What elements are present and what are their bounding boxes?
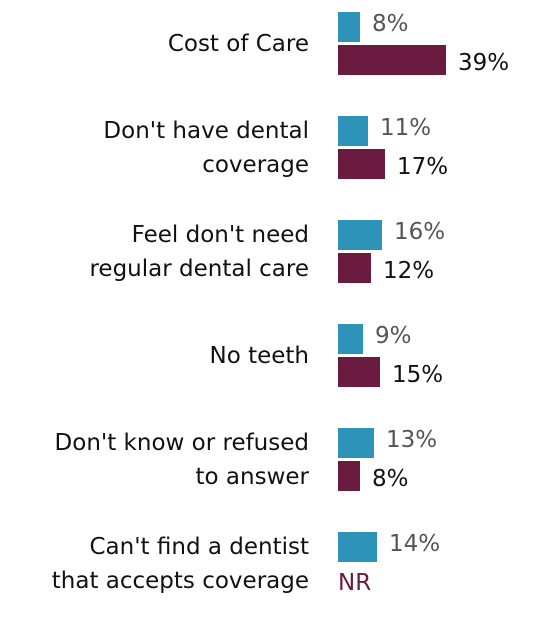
data-label: 11%	[380, 115, 432, 141]
data-label: 12%	[383, 258, 435, 284]
category-label-line: to answer	[195, 463, 309, 490]
category-label: Feel don't need regular dental care	[0, 218, 309, 286]
category-label: Don't know or refused to answer	[0, 426, 309, 494]
data-label: 8%	[372, 466, 409, 492]
category-label-line: regular dental care	[89, 255, 309, 282]
category-label-line: Don't know or refused	[54, 429, 309, 456]
category-label-line: No teeth	[209, 342, 309, 369]
bar-series-2	[338, 253, 371, 283]
bar-series-1	[338, 12, 360, 42]
category-label-line: that accepts coverage	[51, 567, 309, 594]
bar-series-2	[338, 45, 446, 75]
bar-series-1	[338, 428, 374, 458]
bar-series-2	[338, 149, 385, 179]
bar-series-2	[338, 357, 380, 387]
bar-series-1	[338, 220, 382, 250]
data-label: 17%	[397, 154, 449, 180]
data-label: 16%	[394, 219, 446, 245]
category-label-line: coverage	[202, 151, 309, 178]
data-label: 13%	[386, 427, 438, 453]
bar-series-2	[338, 461, 360, 491]
data-label: 15%	[392, 362, 444, 388]
category-label: Cost of Care	[0, 27, 309, 61]
bar-series-1	[338, 116, 368, 146]
data-label: NR	[338, 570, 372, 596]
bar-series-1	[338, 532, 377, 562]
bar-series-1	[338, 324, 363, 354]
category-label: Can't find a dentist that accepts coverag…	[0, 530, 309, 598]
data-label: 8%	[372, 11, 409, 37]
category-label: No teeth	[0, 339, 309, 373]
category-label-line: Cost of Care	[167, 30, 309, 57]
data-label: 14%	[389, 531, 441, 557]
data-label: 9%	[375, 323, 412, 349]
category-label-line: Can't find a dentist	[89, 533, 310, 560]
category-label: Don't have dental coverage	[0, 114, 309, 182]
data-label: 39%	[458, 50, 510, 76]
category-label-line: Don't have dental	[103, 117, 309, 144]
category-label-line: Feel don't need	[131, 221, 309, 248]
